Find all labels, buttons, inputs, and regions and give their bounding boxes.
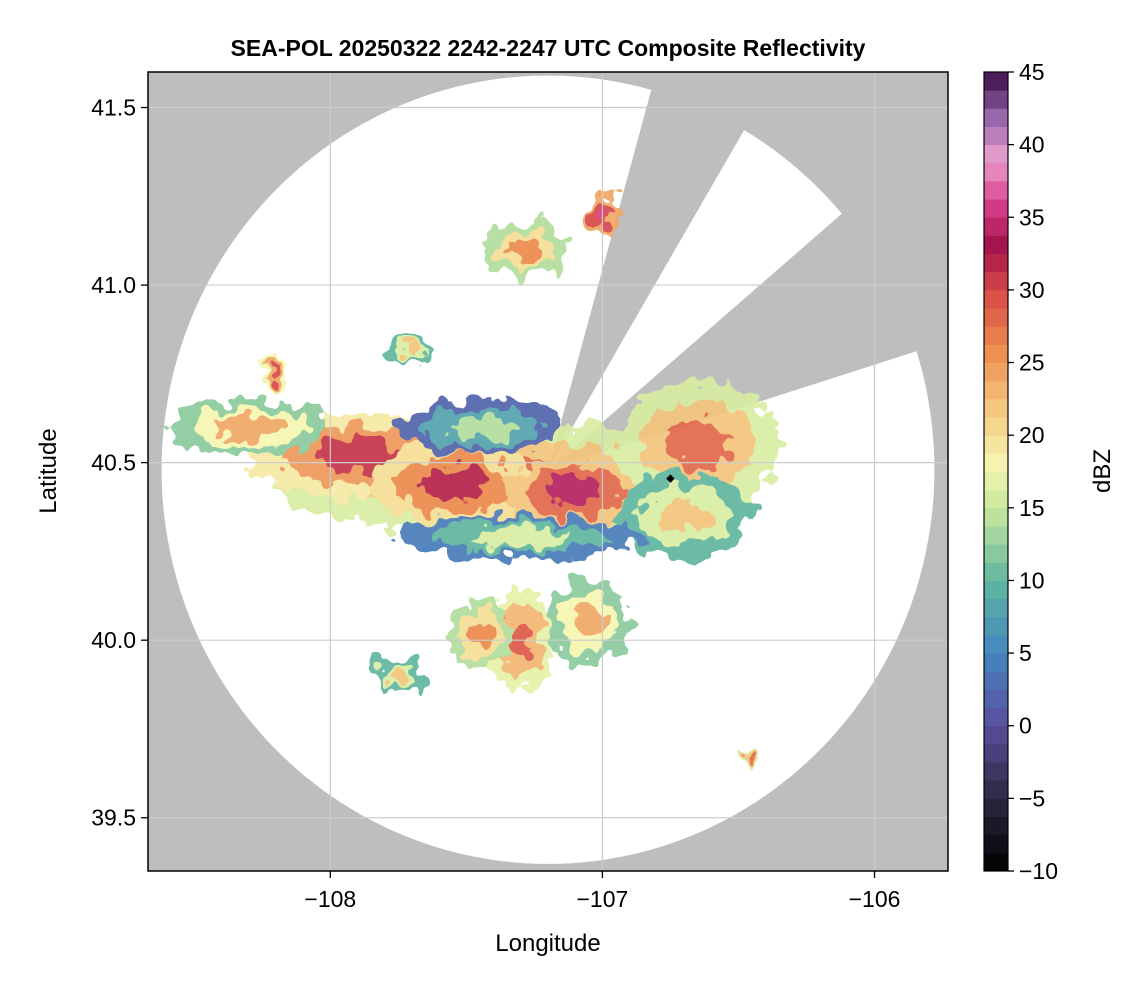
colorbar-band	[984, 598, 1008, 618]
y-tick-label: 39.5	[91, 805, 136, 831]
colorbar-band	[984, 271, 1008, 291]
colorbar-band	[984, 162, 1008, 182]
echo-cell-core	[270, 368, 282, 380]
colorbar-band	[984, 653, 1008, 672]
grid-lines	[148, 72, 948, 871]
colorbar: −10 −5 0 5 10 15 20 25 30 35 40 45 dBZ	[983, 59, 1116, 884]
y-tick-label: 41.0	[91, 272, 136, 298]
x-axis-label: Longitude	[495, 930, 600, 957]
colorbar-tick-label: 25	[1019, 350, 1045, 376]
echo-cell-core	[656, 499, 712, 533]
plot-area	[148, 72, 948, 871]
colorbar-band	[984, 544, 1008, 563]
colorbar-band	[984, 72, 1008, 91]
colorbar-band	[984, 435, 1008, 454]
echo-cell-core	[572, 606, 606, 639]
colorbar-band	[984, 507, 1008, 527]
colorbar-band	[984, 743, 1008, 763]
colorbar-band	[984, 235, 1008, 255]
echo-cell-core	[748, 758, 756, 764]
colorbar-band	[984, 525, 1008, 545]
reflectivity-echoes	[167, 196, 780, 769]
y-axis-ticks: 39.5 40.0 40.5 41.0 41.5	[91, 95, 148, 831]
colorbar-band	[984, 852, 1008, 872]
y-tick-label: 40.5	[91, 450, 136, 476]
colorbar-band	[984, 326, 1008, 345]
echo-cell-core	[447, 416, 513, 438]
colorbar-band	[984, 762, 1008, 781]
colorbar-band	[984, 671, 1008, 690]
echo-cell-core	[420, 467, 486, 501]
colorbar-tick-label: 35	[1019, 204, 1045, 230]
colorbar-band	[984, 453, 1008, 472]
colorbar-band	[984, 634, 1008, 654]
colorbar-band	[984, 308, 1008, 327]
echo-cell-core	[387, 668, 410, 683]
colorbar-band	[984, 90, 1008, 109]
x-axis-ticks: −108 −107 −106	[304, 871, 900, 912]
colorbar-tick-label: 15	[1019, 495, 1045, 521]
colorbar-band	[984, 816, 1008, 836]
colorbar-band	[984, 108, 1008, 127]
colorbar-tick-label: 30	[1019, 277, 1045, 303]
echo-cell-core	[509, 238, 543, 261]
colorbar-band	[984, 689, 1008, 709]
colorbar-band	[984, 362, 1008, 382]
colorbar-tick-label: 0	[1019, 713, 1032, 739]
colorbar-band	[984, 834, 1008, 854]
colorbar-band	[984, 798, 1008, 818]
echo-cell-core	[216, 416, 282, 438]
colorbar-band	[984, 253, 1008, 273]
y-axis-label: Latitude	[35, 428, 62, 513]
colorbar-tick-label: −10	[1019, 858, 1058, 884]
colorbar-band	[984, 471, 1008, 491]
colorbar-band	[984, 344, 1008, 364]
x-tick-label: −107	[577, 886, 629, 912]
colorbar-band	[984, 616, 1008, 636]
colorbar-band	[984, 725, 1008, 745]
echo-cell-core	[548, 477, 603, 505]
colorbar-tick-label: 20	[1019, 422, 1045, 448]
echo-cell-core	[665, 420, 731, 470]
echo-cell-core	[403, 343, 421, 355]
colorbar-band	[984, 707, 1008, 727]
colorbar-band	[984, 562, 1008, 581]
y-tick-label: 40.0	[91, 627, 136, 653]
colorbar-band	[984, 144, 1008, 164]
x-tick-label: −108	[304, 886, 356, 912]
colorbar-band	[984, 217, 1008, 236]
colorbar-tick-label: 10	[1019, 567, 1045, 593]
colorbar-band	[984, 417, 1008, 436]
y-tick-label: 41.5	[91, 95, 136, 121]
plot-frame	[147, 71, 949, 872]
colorbar-frame	[983, 71, 1009, 872]
colorbar-band	[984, 199, 1008, 218]
colorbar-band	[984, 489, 1008, 509]
colorbar-band	[984, 780, 1008, 799]
site-marker	[666, 474, 675, 483]
colorbar-band	[984, 289, 1008, 309]
echo-cell-core	[471, 529, 570, 546]
colorbar-band	[984, 380, 1008, 400]
colorbar-label: dBZ	[1089, 449, 1116, 493]
colorbar-ticks: −10 −5 0 5 10 15 20 25 30 35 40 45	[1008, 59, 1058, 884]
colorbar-band	[984, 126, 1008, 146]
colorbar-tick-label: 5	[1019, 640, 1032, 666]
x-tick-label: −106	[849, 886, 901, 912]
echo-cell-core	[466, 619, 494, 647]
colorbar-band	[984, 580, 1008, 600]
colorbar-bands	[984, 72, 1008, 872]
colorbar-tick-label: −5	[1019, 785, 1045, 811]
colorbar-band	[984, 398, 1008, 418]
colorbar-tick-label: 45	[1019, 59, 1045, 85]
chart-title: SEA-POL 20250322 2242-2247 UTC Composite…	[231, 35, 866, 61]
colorbar-tick-label: 40	[1019, 132, 1045, 158]
colorbar-band	[984, 180, 1008, 200]
echo-cell-core	[313, 439, 402, 472]
